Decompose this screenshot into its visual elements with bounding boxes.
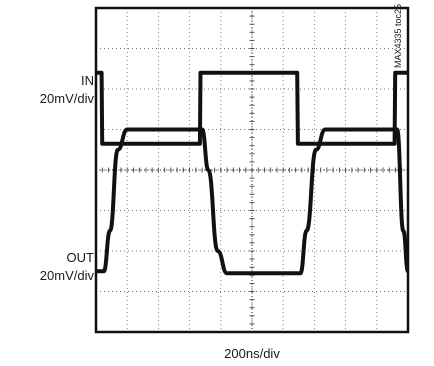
out-channel-scale: 20mV/div [39, 268, 94, 283]
in-channel-label: IN [81, 73, 94, 88]
figure-id-label: MAX4335 toc25 [393, 3, 403, 69]
scope-grid [95, 7, 409, 333]
scope-frame [94, 6, 410, 334]
out-channel-label: OUT [66, 250, 94, 265]
in-trace [96, 70, 408, 146]
out-trace [95, 127, 410, 276]
time-scale-label: 200ns/div [224, 346, 280, 361]
in-channel-scale: 20mV/div [39, 91, 94, 106]
